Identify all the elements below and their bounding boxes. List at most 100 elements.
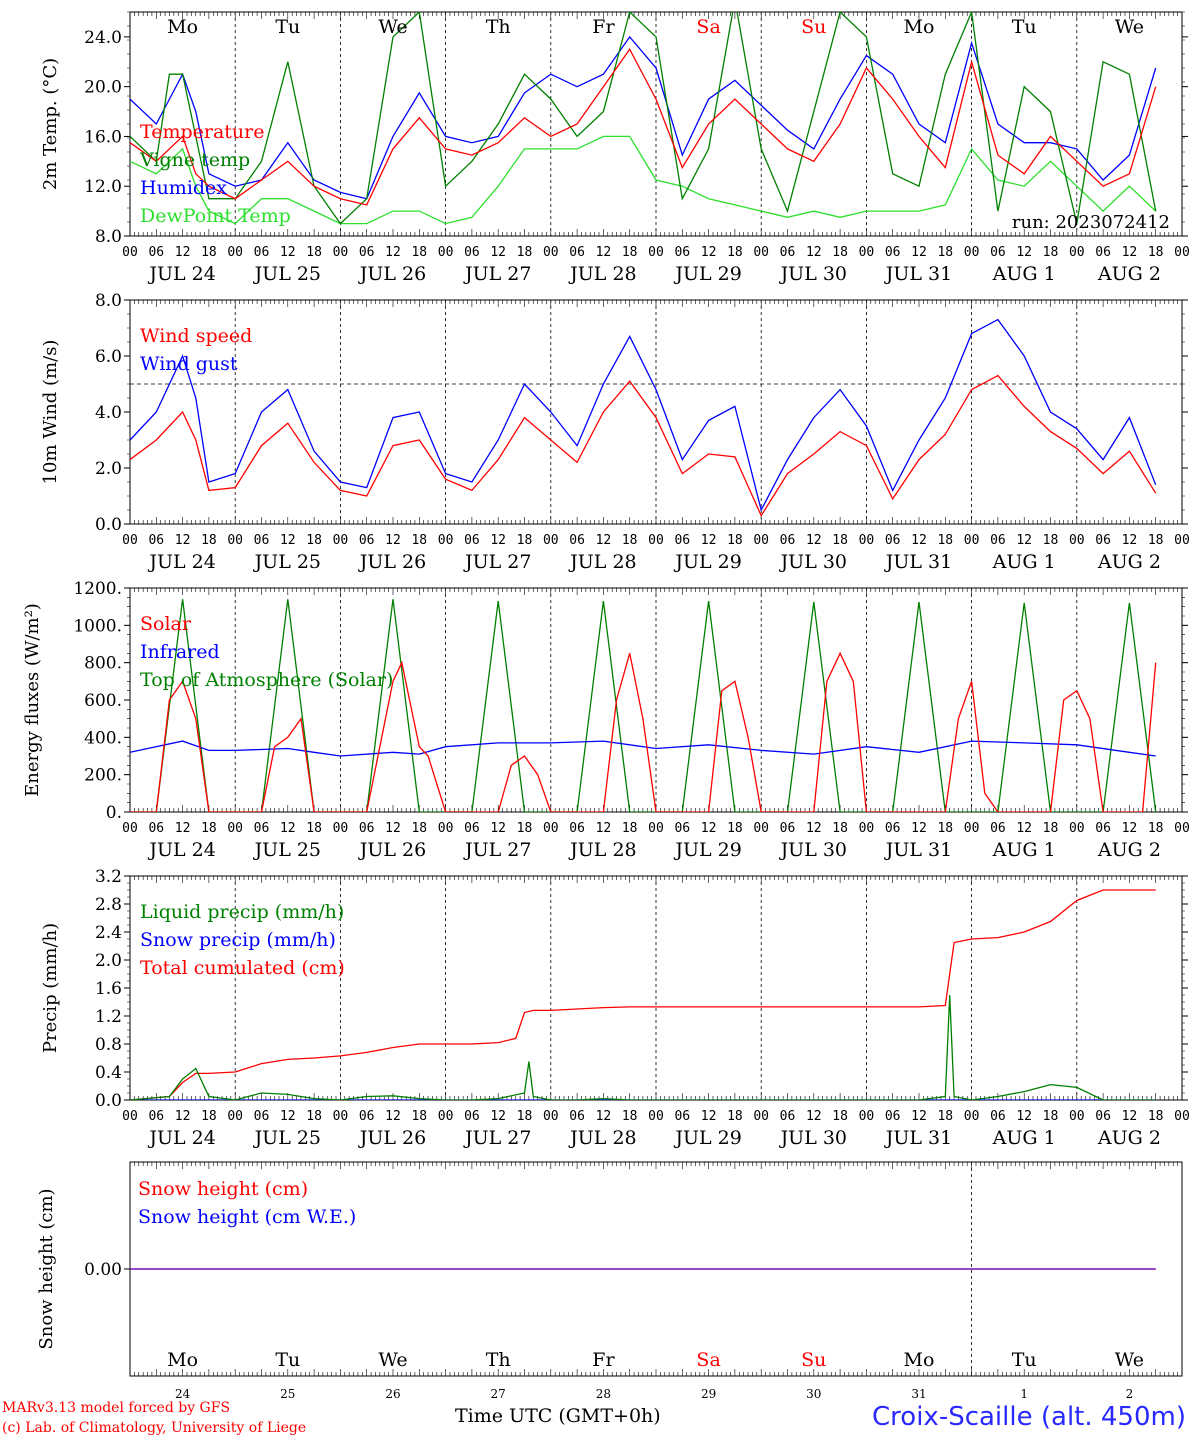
- hour-label: 12: [490, 821, 506, 836]
- date-label: JUL 29: [673, 839, 741, 861]
- hour-label: 06: [148, 1109, 164, 1124]
- day-name: Mo: [904, 1349, 935, 1371]
- y-tick-label: 8.0: [95, 291, 122, 311]
- y-tick-label: 4.0: [95, 403, 122, 423]
- hour-label: 12: [596, 821, 612, 836]
- hour-label: 12: [175, 533, 191, 548]
- hour-label: 00: [122, 245, 138, 260]
- legend-entry: Top of Atmosphere (Solar): [140, 669, 393, 691]
- date-label: JUL 25: [253, 1127, 321, 1149]
- date-label: AUG 2: [1097, 839, 1161, 861]
- hour-label: 12: [596, 1109, 612, 1124]
- hour-label: 00: [1069, 245, 1085, 260]
- date-label: AUG 2: [1097, 263, 1161, 285]
- hour-label: 06: [569, 245, 585, 260]
- y-tick-label: 2.0: [95, 459, 122, 479]
- y-minor-ticks: [127, 11, 1185, 237]
- y-tick-label: 0.4: [95, 1063, 122, 1083]
- hour-label: 00: [122, 1109, 138, 1124]
- day-name: Su: [801, 16, 826, 38]
- day-number: 28: [596, 1387, 611, 1401]
- station-name: Croix-Scaille (alt. 450m): [872, 1402, 1186, 1432]
- hour-label: 12: [1122, 821, 1138, 836]
- y-tick-label: 0.0: [95, 1091, 122, 1111]
- hour-label: 00: [333, 245, 349, 260]
- hour-label: 06: [359, 245, 375, 260]
- series-line: [130, 318, 1157, 512]
- hour-label: 06: [254, 821, 270, 836]
- y-axis-label: 2m Temp. (°C): [40, 58, 61, 190]
- hour-label: 18: [306, 1109, 322, 1124]
- hour-label: 00: [1069, 533, 1085, 548]
- legend-entry: Solar: [140, 613, 192, 635]
- hour-label: 12: [806, 821, 822, 836]
- hour-label: 06: [885, 245, 901, 260]
- date-label: JUL 30: [779, 263, 847, 285]
- y-axis-label: 10m Wind (m/s): [40, 340, 61, 485]
- hour-label: 12: [806, 1109, 822, 1124]
- hour-label: 12: [701, 821, 717, 836]
- series-line: [130, 889, 1156, 1100]
- hour-label: 18: [306, 821, 322, 836]
- hour-label: 12: [911, 245, 927, 260]
- date-label: JUL 29: [673, 1127, 741, 1149]
- y-tick-label: 800.: [84, 654, 122, 674]
- hour-label: 12: [280, 1109, 296, 1124]
- hour-label: 12: [175, 1109, 191, 1124]
- legend-entry: Wind gust: [140, 353, 238, 375]
- hour-label: 12: [806, 533, 822, 548]
- hour-label: 18: [517, 1109, 533, 1124]
- hour-label: 00: [438, 821, 454, 836]
- hour-label: 12: [596, 533, 612, 548]
- hour-label: 06: [674, 1109, 690, 1124]
- legend-entry: Temperature: [140, 121, 264, 143]
- hour-label: 18: [517, 533, 533, 548]
- date-label: JUL 25: [253, 839, 321, 861]
- hour-label: 12: [1016, 1109, 1032, 1124]
- hour-label: 00: [438, 1109, 454, 1124]
- y-tick-label: 1.2: [95, 1007, 122, 1027]
- day-name: Mo: [904, 16, 935, 38]
- day-number: 29: [701, 1387, 716, 1401]
- hour-label: 12: [385, 245, 401, 260]
- y-axis-label: Snow height (cm): [36, 1188, 57, 1349]
- series-line: [130, 135, 1157, 225]
- hour-label: 18: [1043, 245, 1059, 260]
- hour-label: 00: [859, 245, 875, 260]
- hour-label: 00: [964, 533, 980, 548]
- hour-label: 18: [411, 245, 427, 260]
- y-tick-label: 0.: [106, 803, 122, 823]
- legend-entry: Vigne temp: [139, 149, 250, 171]
- day-name: Sa: [696, 16, 720, 38]
- hour-label: 00: [543, 821, 559, 836]
- hour-label: 18: [727, 1109, 743, 1124]
- hour-label: 00: [543, 533, 559, 548]
- hour-label: 18: [411, 533, 427, 548]
- hour-label: 00: [333, 533, 349, 548]
- hour-label: 06: [148, 821, 164, 836]
- legend-entry: Total cumulated (cm): [140, 957, 345, 979]
- hour-label: 18: [1148, 1109, 1164, 1124]
- date-label: AUG 1: [992, 551, 1056, 573]
- legend-entry: Humidex: [140, 177, 227, 199]
- hour-label: 12: [175, 821, 191, 836]
- date-label: JUL 26: [358, 263, 426, 285]
- hour-label: 00: [1174, 821, 1190, 836]
- hour-label: 18: [411, 821, 427, 836]
- legend-entry: Snow precip (mm/h): [140, 929, 336, 951]
- hour-label: 06: [148, 245, 164, 260]
- hour-label: 12: [280, 821, 296, 836]
- hour-label: 12: [1016, 245, 1032, 260]
- hour-label: 18: [727, 821, 743, 836]
- hour-label: 06: [148, 533, 164, 548]
- y-tick-label: 6.0: [95, 347, 122, 367]
- day-name: Th: [486, 1349, 511, 1371]
- hour-label: 06: [1095, 1109, 1111, 1124]
- day-number: 31: [911, 1387, 926, 1401]
- date-label: JUL 27: [463, 1127, 531, 1149]
- hour-label: 18: [937, 245, 953, 260]
- y-tick-label: 600.: [84, 691, 122, 711]
- hour-ticks: [129, 588, 1183, 812]
- y-minor-ticks: [127, 299, 1185, 525]
